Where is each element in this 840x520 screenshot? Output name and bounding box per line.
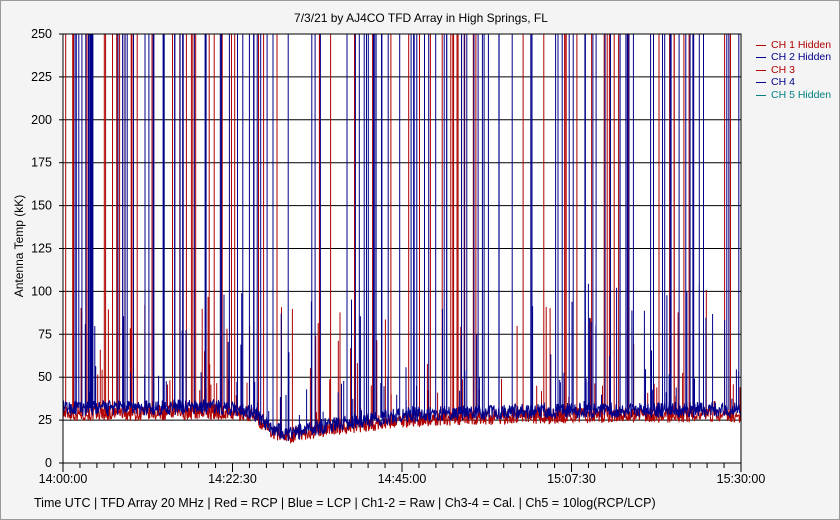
y-tick-label: 25	[38, 413, 52, 427]
legend-swatch	[756, 57, 766, 59]
x-tick-label: 14:22:30	[208, 472, 257, 486]
y-tick-label: 125	[31, 242, 52, 256]
legend-label: CH 3	[771, 63, 795, 76]
legend-label: CH 4	[771, 76, 795, 89]
legend-item: CH 3	[756, 64, 831, 76]
plot-area: 0 25 50 75 100 125 150 175 200 225 250 14:00:00 14:2…	[31, 27, 766, 486]
x-tick-label: 15:30:00	[717, 472, 766, 486]
legend-item: CH 1 Hidden	[756, 39, 831, 51]
legend-item: CH 2 Hidden	[756, 51, 831, 63]
plot-border	[62, 33, 742, 464]
legend-swatch	[756, 69, 766, 71]
legend-item: CH 4	[756, 76, 831, 88]
legend-swatch	[756, 82, 766, 84]
y-tick-label: 225	[31, 70, 52, 84]
legend-swatch	[756, 94, 766, 96]
x-tick-label: 15:07:30	[547, 472, 596, 486]
y-tick-label: 0	[45, 456, 52, 470]
legend-label: CH 1 Hidden	[771, 39, 832, 51]
y-tick-label: 250	[31, 27, 52, 41]
chart-title: 7/3/21 by AJ4CO TFD Array in High Spring…	[294, 11, 548, 25]
x-axis-label: Time UTC | TFD Array 20 MHz | Red = RCP …	[34, 496, 656, 510]
legend: CH 1 Hidden CH 2 Hidden CH 3 CH 4 CH 5 Hidde…	[756, 39, 831, 101]
x-tick-label: 14:45:00	[378, 472, 427, 486]
y-tick-label: 100	[31, 284, 52, 298]
legend-label: CH 5 Hidden	[771, 88, 832, 101]
series-spikes	[74, 34, 740, 434]
x-tick-label: 14:00:00	[39, 472, 88, 486]
y-tick-label: 50	[38, 370, 52, 384]
y-tick-label: 200	[31, 113, 52, 127]
y-tick-label: 175	[31, 156, 52, 170]
legend-item: CH 5 Hidden	[756, 89, 831, 101]
legend-swatch	[756, 45, 766, 46]
y-tick-label: 75	[38, 327, 52, 341]
y-tick-label: 150	[31, 199, 52, 213]
legend-label: CH 2 Hidden	[771, 51, 832, 64]
